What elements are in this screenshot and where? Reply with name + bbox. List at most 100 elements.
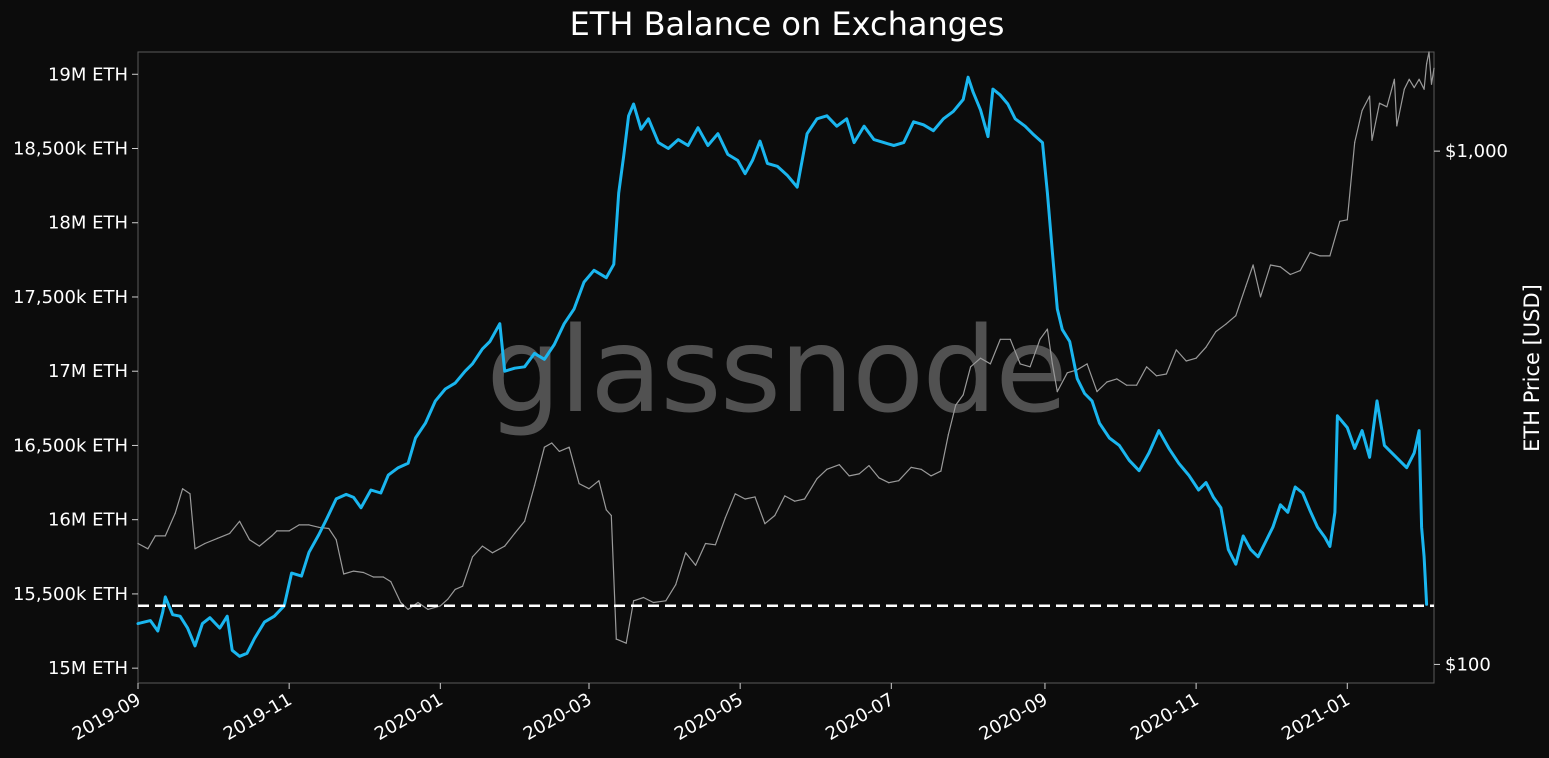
eth-price-point: [1279, 266, 1281, 268]
eth-price-point: [1136, 384, 1138, 386]
exchange-balance-point: [1024, 125, 1026, 127]
exchange-balance-point: [766, 162, 769, 164]
exchange-balance-point: [273, 615, 275, 617]
eth-price-point: [204, 542, 206, 545]
exchange-balance-point: [318, 533, 320, 536]
exchange-balance-point: [360, 507, 362, 509]
eth-price-point: [784, 495, 786, 497]
exchange-balance-point: [883, 142, 885, 144]
eth-price-point: [189, 493, 191, 495]
eth-price-point: [439, 605, 441, 607]
exchange-balance-point: [618, 192, 620, 194]
exchange-balance-point: [873, 139, 875, 141]
eth-price-point: [1235, 315, 1237, 317]
exchange-balance-point: [553, 343, 555, 346]
exchange-balance-point: [1098, 422, 1101, 424]
eth-price-point: [174, 512, 176, 514]
exchange-balance-point: [1242, 535, 1244, 537]
exchange-balance-point: [489, 340, 491, 343]
exchange-balance-point: [300, 575, 303, 577]
eth-price-point: [137, 542, 139, 545]
eth-price-point: [1096, 391, 1098, 393]
exchange-balance-point: [932, 130, 935, 132]
eth-price-point: [1393, 78, 1395, 80]
exchange-balance-point: [1398, 459, 1400, 461]
exchange-balance-point: [1076, 378, 1078, 380]
exchange-balance-point: [667, 147, 669, 150]
exchange-balance-point: [697, 127, 699, 129]
eth-price-point: [504, 545, 506, 547]
exchange-balance-point: [1041, 142, 1044, 144]
eth-price-point: [1215, 331, 1217, 333]
exchange-balance-point: [776, 165, 778, 167]
exchange-balance-point: [543, 358, 546, 360]
eth-price-point: [1126, 384, 1128, 386]
eth-price-point: [308, 524, 310, 526]
eth-price-point: [868, 465, 870, 467]
exchange-balance-point: [1423, 556, 1425, 558]
exchange-balance-point: [922, 124, 925, 126]
exchange-balance-point: [1383, 444, 1385, 446]
exchange-balance-point: [717, 133, 719, 135]
eth-price-point: [417, 601, 419, 604]
eth-price-point: [382, 576, 384, 578]
exchange-balance-point: [1212, 496, 1215, 498]
left-tick-label: 16,500k ETH: [13, 435, 128, 456]
left-tick-label: 18,500k ETH: [13, 139, 128, 160]
eth-price-point: [1430, 83, 1433, 85]
exchange-balance-point: [1361, 430, 1363, 432]
exchange-balance-point: [424, 422, 426, 424]
eth-price-point: [182, 488, 184, 490]
exchange-balance-point: [464, 370, 466, 372]
eth-price-point: [239, 520, 241, 522]
eth-price-point: [1029, 366, 1031, 368]
eth-price-point: [1339, 220, 1341, 222]
exchange-balance-point: [967, 76, 969, 78]
exchange-balance-point: [533, 352, 536, 354]
exchange-balance-point: [325, 519, 327, 521]
eth-price-point: [194, 548, 196, 550]
exchange-balance-point: [1257, 556, 1259, 558]
eth-price-point: [1378, 102, 1381, 104]
exchange-balance-point: [1426, 603, 1428, 605]
exchange-balance-point: [291, 572, 293, 574]
exchange-balance-point: [397, 467, 399, 469]
exchange-balance-point: [1056, 308, 1058, 310]
exchange-balance-point: [1316, 526, 1319, 528]
exchange-balance-point: [863, 125, 865, 127]
eth-price-point: [888, 482, 890, 484]
eth-price-point: [1252, 264, 1254, 266]
exchange-balance-point: [759, 140, 761, 142]
eth-price-point: [1329, 255, 1331, 257]
eth-price-point: [1354, 141, 1356, 143]
exchange-balance-point: [1329, 545, 1331, 548]
eth-price-point: [704, 542, 707, 545]
exchange-balance-point: [1391, 452, 1393, 454]
exchange-balance-point: [1061, 329, 1063, 331]
exchange-balance-point: [1168, 447, 1170, 449]
exchange-balance-point: [194, 645, 196, 647]
exchange-balance-point: [687, 144, 689, 147]
eth-price-point: [1205, 346, 1207, 348]
left-tick-label: 15,500k ETH: [13, 584, 128, 605]
left-tick-label: 17M ETH: [48, 361, 128, 382]
eth-price-point: [744, 498, 746, 500]
eth-price-point: [1309, 251, 1311, 253]
exchange-balance-point: [593, 269, 595, 271]
exchange-balance-point: [370, 489, 372, 491]
exchange-balance-point: [219, 627, 221, 629]
exchange-balance-point: [1272, 526, 1274, 528]
eth-price-point: [858, 473, 860, 475]
exchange-balance-point: [434, 400, 436, 402]
eth-price-point: [878, 477, 880, 479]
eth-price-point: [258, 545, 260, 547]
eth-price-point: [1371, 139, 1373, 141]
exchange-balance-point: [137, 623, 139, 625]
exchange-balance-point: [1287, 511, 1289, 513]
left-tick-label: 18M ETH: [48, 213, 128, 234]
eth-price-line: [137, 51, 1435, 644]
eth-price-point: [816, 478, 818, 480]
exchange-balance-point: [826, 115, 828, 117]
exchange-balance-point: [707, 144, 709, 147]
exchange-balance-point: [504, 370, 506, 372]
